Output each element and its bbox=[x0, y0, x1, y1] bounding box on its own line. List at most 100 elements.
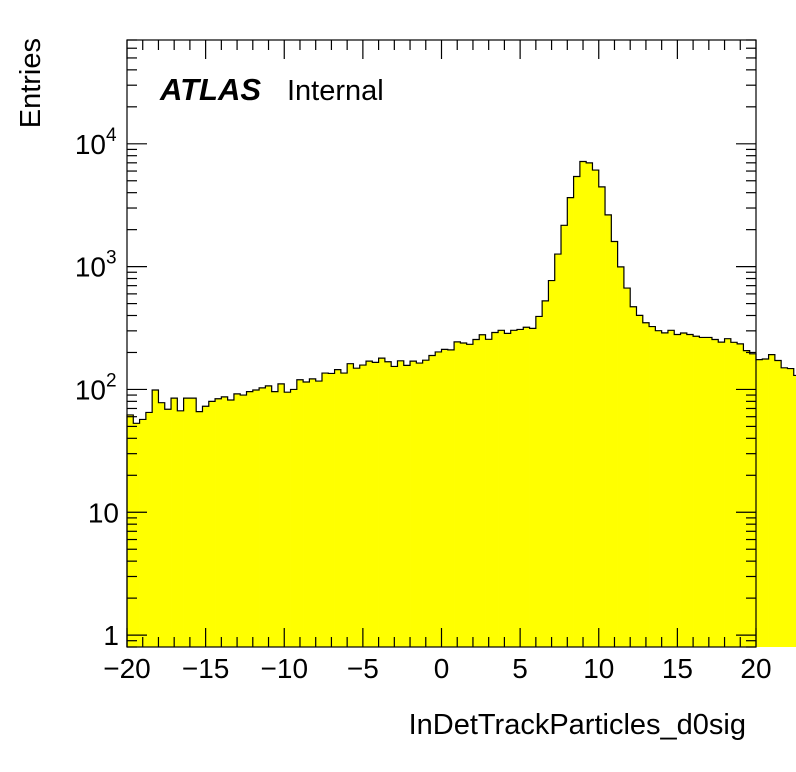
y-tick-label: 10 bbox=[75, 252, 106, 283]
histogram-bin bbox=[284, 392, 291, 647]
histogram-bin bbox=[586, 162, 593, 647]
y-tick-label: 10 bbox=[75, 129, 106, 160]
histogram-bin bbox=[630, 306, 637, 647]
histogram-bin bbox=[133, 423, 140, 647]
histogram-bin bbox=[504, 333, 512, 647]
histogram-bin bbox=[196, 411, 203, 647]
histogram-bin bbox=[642, 322, 650, 647]
histogram-bin bbox=[787, 368, 795, 647]
histogram-bin bbox=[460, 342, 468, 647]
histogram-bin bbox=[636, 315, 644, 647]
histogram-bin bbox=[328, 373, 335, 647]
histogram-bin bbox=[774, 360, 782, 647]
histogram-bin bbox=[397, 360, 405, 647]
histogram-bin bbox=[353, 368, 361, 647]
histogram-bin bbox=[422, 360, 430, 647]
histogram-bin bbox=[259, 387, 266, 647]
histogram-bin bbox=[498, 330, 505, 647]
y-tick-exponent: 4 bbox=[106, 125, 117, 146]
histogram-bin bbox=[171, 398, 178, 647]
histogram-bin bbox=[246, 391, 254, 647]
y-tick-exponent: 2 bbox=[106, 370, 117, 391]
histogram-bin bbox=[472, 339, 480, 647]
histogram-bin bbox=[152, 389, 159, 647]
histogram-bin bbox=[674, 334, 681, 647]
histogram-bin bbox=[661, 332, 669, 647]
y-tick-label: 10 bbox=[88, 497, 119, 528]
histogram-bin bbox=[510, 330, 518, 647]
histogram-bin bbox=[573, 176, 581, 647]
histogram-bin bbox=[391, 366, 398, 647]
histogram-bin bbox=[334, 369, 342, 647]
histogram-bin bbox=[667, 330, 675, 647]
histogram-bin bbox=[189, 398, 197, 647]
histogram-bin bbox=[743, 350, 751, 647]
histogram-bin bbox=[384, 361, 392, 647]
axis-ticks bbox=[126, 39, 757, 648]
histogram-bin bbox=[315, 381, 323, 647]
histogram-bin bbox=[737, 343, 744, 647]
histogram-bin bbox=[680, 333, 688, 647]
histogram-bin bbox=[372, 362, 379, 647]
histogram-bin bbox=[686, 334, 694, 647]
histogram-bin bbox=[598, 186, 606, 647]
histogram-bin bbox=[403, 365, 411, 647]
histogram-bin bbox=[548, 280, 556, 647]
y-tick-exponent: 3 bbox=[106, 248, 117, 269]
histogram-bin bbox=[183, 398, 191, 647]
histogram-bin bbox=[277, 383, 285, 647]
histogram-bin bbox=[321, 373, 329, 647]
histogram-bin bbox=[567, 197, 574, 647]
histogram-bin bbox=[340, 373, 348, 647]
x-tick-label: 0 bbox=[434, 653, 450, 684]
histogram-bin bbox=[535, 316, 543, 647]
histogram-bin bbox=[359, 365, 367, 647]
histogram-bin bbox=[416, 363, 423, 647]
histogram-bin bbox=[215, 398, 222, 647]
histogram-bin bbox=[611, 241, 618, 648]
histogram-bin bbox=[749, 353, 757, 647]
histogram-bin bbox=[724, 338, 732, 647]
x-tick-label: −15 bbox=[182, 653, 230, 684]
histogram-bin bbox=[623, 288, 631, 647]
histogram-bin bbox=[655, 330, 662, 647]
histogram-bin bbox=[649, 326, 656, 647]
histogram-bin bbox=[711, 339, 719, 647]
x-tick-label: −5 bbox=[347, 653, 379, 684]
histogram-bin bbox=[579, 161, 587, 647]
histogram-bin bbox=[208, 401, 216, 647]
histogram-bin bbox=[139, 419, 147, 647]
histogram-bin bbox=[605, 214, 612, 647]
histogram-bin bbox=[366, 361, 373, 647]
histogram-bin bbox=[227, 400, 235, 647]
histogram-bin bbox=[428, 355, 436, 647]
x-tick-label: −20 bbox=[103, 653, 151, 684]
histogram-bin bbox=[554, 254, 562, 648]
x-tick-label: 10 bbox=[583, 653, 614, 684]
x-tick-label: −10 bbox=[261, 653, 309, 684]
histogram-bin bbox=[221, 396, 228, 647]
x-tick-label: 20 bbox=[740, 653, 771, 684]
histogram-bin bbox=[158, 402, 166, 647]
histogram-bin bbox=[491, 332, 499, 647]
histogram-outline bbox=[126, 160, 796, 647]
histogram-bin bbox=[756, 359, 763, 647]
y-tick-label: 10 bbox=[75, 374, 106, 405]
histogram-bin bbox=[290, 389, 298, 647]
y-tick-label: 1 bbox=[103, 620, 119, 651]
histogram-bin bbox=[441, 349, 449, 647]
histogram-bin bbox=[347, 363, 354, 647]
histogram-bin bbox=[145, 412, 153, 647]
y-axis-label: Entries bbox=[15, 38, 47, 128]
histogram-bin bbox=[592, 170, 600, 648]
histogram-bin bbox=[454, 341, 461, 647]
histogram-bin bbox=[768, 354, 776, 647]
histogram-bin bbox=[705, 337, 713, 647]
histogram-bin bbox=[271, 391, 279, 647]
histogram-bars bbox=[126, 160, 796, 648]
histogram-bin bbox=[542, 300, 549, 647]
histogram-bin bbox=[693, 336, 700, 647]
histogram-bin bbox=[479, 334, 486, 647]
